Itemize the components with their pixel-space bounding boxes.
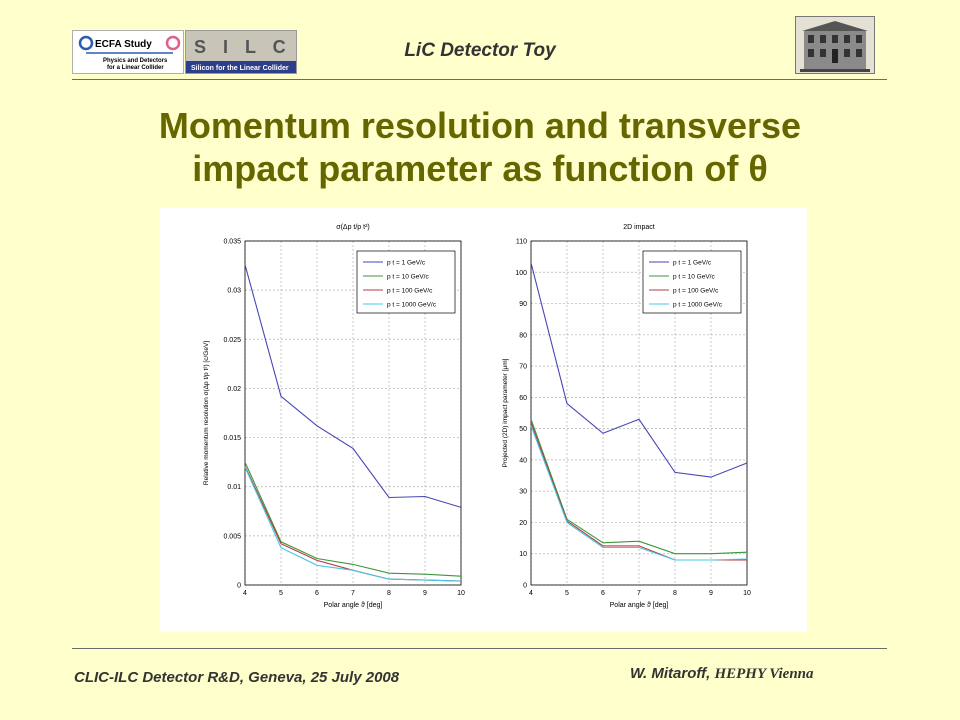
slide-title: Momentum resolution and transverse impac… <box>60 104 900 190</box>
x-tick-label: 4 <box>243 590 247 597</box>
x-tick-label: 6 <box>315 590 319 597</box>
y-tick-label: 30 <box>519 489 527 496</box>
x-tick-label: 9 <box>423 590 427 597</box>
silc-logo-letters: S I L C <box>194 37 292 57</box>
x-tick-label: 5 <box>279 590 283 597</box>
x-tick-label: 4 <box>529 590 533 597</box>
y-tick-label: 0 <box>523 583 527 590</box>
series-line-2 <box>244 461 462 577</box>
x-tick-label: 8 <box>387 590 391 597</box>
header-divider <box>72 79 887 80</box>
y-tick-label: 10 <box>519 551 527 558</box>
axes-frame <box>530 240 748 586</box>
y-tick-label: 20 <box>519 520 527 527</box>
y-tick-label: 0.025 <box>223 337 241 344</box>
hephy-building-logo <box>795 16 875 74</box>
legend-entry: p t = 1 GeV/c <box>387 260 426 267</box>
legend-entry: p t = 100 GeV/c <box>387 288 433 295</box>
legend-box <box>642 250 742 314</box>
slide-title-line1: Momentum resolution and transverse <box>158 105 802 146</box>
plot-panel: 4 5 6 7 8 9 10 0 0.005 0.01 0.015 0.02 0.025 0.03 0.03… <box>160 208 807 632</box>
y-tick-label: 0.03 <box>227 288 241 295</box>
x-tick-label: 7 <box>351 590 355 597</box>
series-line-1 <box>244 264 462 508</box>
y-tick-label: 90 <box>519 301 527 308</box>
x-axis-label: Polar angle ϑ [deg] <box>324 602 383 609</box>
legend-entry: p t = 100 GeV/c <box>673 288 719 295</box>
x-tick-label: 10 <box>457 590 465 597</box>
ecfa-study-logo: ECFA Study Physics and Detectors for a L… <box>72 30 184 74</box>
series-line-1 <box>530 262 748 478</box>
x-axis-label: Polar angle ϑ [deg] <box>610 602 669 609</box>
footer-divider <box>72 648 887 649</box>
ecfa-logo-line2: Physics and Detectors <box>103 58 168 64</box>
legend-entry: p t = 1000 GeV/c <box>673 302 723 309</box>
chart-title: 2D impact <box>623 224 655 231</box>
series-line-4 <box>244 466 462 582</box>
header-title: LiC Detector Toy <box>404 40 556 61</box>
footer-author: W. Mitaroff, <box>630 665 711 682</box>
silc-logo-caption: Silicon for the Linear Collider <box>191 65 289 72</box>
footer-event: CLIC-ILC Detector R&D, Geneva, 25 July 2… <box>74 669 400 686</box>
y-tick-label: 80 <box>519 332 527 339</box>
x-tick-label: 6 <box>601 590 605 597</box>
y-tick-label: 0 <box>237 583 241 590</box>
y-tick-label: 110 <box>516 239 527 246</box>
y-axis-label: Projected (2D) impact parameter [μm] <box>502 358 509 467</box>
ecfa-logo-title: ECFA Study <box>95 39 152 50</box>
y-tick-label: 60 <box>519 395 527 402</box>
x-tick-label: 5 <box>565 590 569 597</box>
legend-entry: p t = 10 GeV/c <box>387 274 429 281</box>
y-axis-label: Relative momentum resolution σ(Δp t/p t²… <box>203 341 210 485</box>
y-tick-label: 100 <box>515 270 527 277</box>
y-tick-label: 40 <box>519 457 527 464</box>
silc-logo-graphic: S I L C Silicon for the Linear Collider <box>186 31 296 73</box>
legend-entry: p t = 10 GeV/c <box>673 274 715 281</box>
legend-entry: p t = 1 GeV/c <box>673 260 712 267</box>
ecfa-logo-line3: for a Linear Collider <box>107 65 164 71</box>
x-tick-label: 10 <box>743 590 751 597</box>
chart-1: 4 5 6 7 8 9 10 0 0.005 0.01 0.015 0.02 0.025 0.03 0.03… <box>203 224 465 609</box>
building-icon <box>800 21 870 72</box>
y-tick-label: 0.015 <box>223 435 241 442</box>
y-tick-label: 0.035 <box>223 239 241 246</box>
plots-svg: 4 5 6 7 8 9 1000.0050.010.0150.020.0250.030.03… <box>203 224 751 609</box>
series-line-4 <box>530 425 748 561</box>
y-tick-label: 0.005 <box>223 533 241 540</box>
slide-title-line2: impact parameter as function of θ <box>192 148 768 189</box>
axes-frame <box>244 240 462 586</box>
ecfa-logo-graphic: ECFA Study Physics and Detectors for a L… <box>78 35 181 71</box>
legend-entry: p t = 1000 GeV/c <box>387 302 437 309</box>
y-tick-label: 50 <box>519 426 527 433</box>
footer-institute: HEPHY Vienna <box>714 666 814 682</box>
silc-logo: S I L C Silicon for the Linear Collider <box>185 30 297 74</box>
y-tick-label: 70 <box>519 364 527 371</box>
legend-box <box>356 250 456 314</box>
y-tick-label: 0.01 <box>227 484 241 491</box>
footer-author-line: W. Mitaroff, HEPHY Vienna <box>630 665 814 683</box>
chart-title: σ(Δp t/p t²) <box>336 224 370 231</box>
x-tick-label: 9 <box>709 590 713 597</box>
x-tick-label: 8 <box>673 590 677 597</box>
y-tick-label: 0.02 <box>227 386 241 393</box>
x-tick-label: 7 <box>637 590 641 597</box>
